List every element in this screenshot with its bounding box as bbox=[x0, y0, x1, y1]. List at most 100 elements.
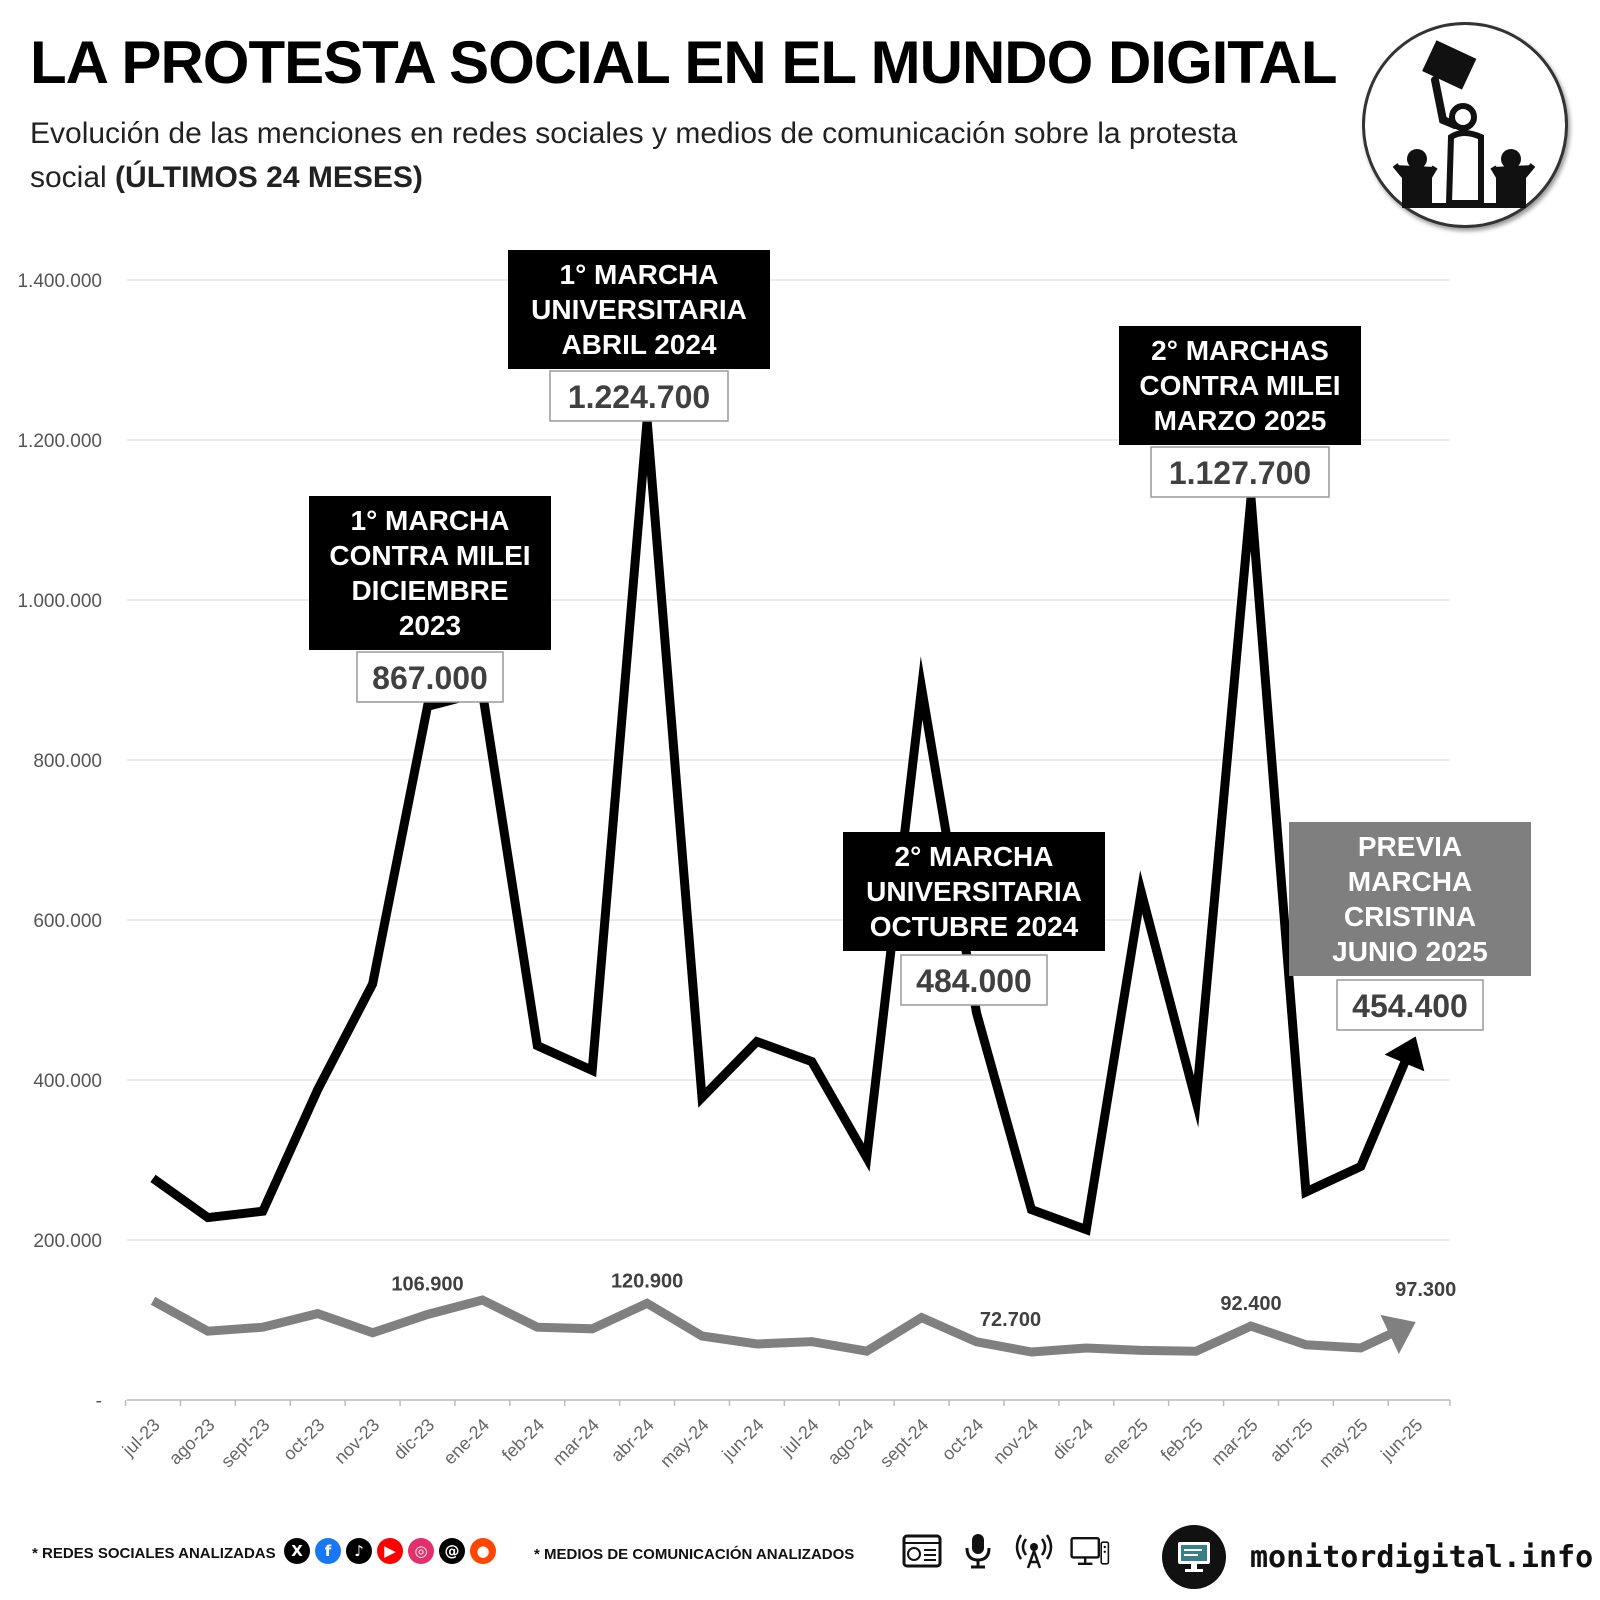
tv-monitor-icon bbox=[1070, 1532, 1110, 1570]
facebook-icon: f bbox=[315, 1538, 341, 1564]
computer-monitor-icon bbox=[1162, 1525, 1226, 1589]
annotation-text: MARZO 2025 bbox=[1154, 405, 1327, 436]
annotation-value: 484.000 bbox=[916, 963, 1032, 999]
x-tick-label: abr-25 bbox=[1266, 1415, 1317, 1466]
annotation-box bbox=[1289, 822, 1531, 976]
annotation-value-box bbox=[900, 954, 1048, 1006]
annotation-text: 1° MARCHA bbox=[560, 259, 719, 290]
x-tick-label: ene-24 bbox=[439, 1415, 493, 1469]
annotation-value-box bbox=[1150, 446, 1330, 498]
y-tick-label: 1.200.000 bbox=[17, 431, 102, 452]
annotation-text: 2° MARCHAS bbox=[1151, 335, 1329, 366]
x-tick-label: sept-24 bbox=[876, 1415, 933, 1472]
annotation-value: 1.127.700 bbox=[1169, 455, 1311, 491]
annotation-value: 1.224.700 bbox=[568, 379, 710, 415]
annotation-text: PREVIA bbox=[1358, 831, 1462, 862]
x-tick-label: nov-23 bbox=[330, 1415, 383, 1468]
annotation-text: DICIEMBRE bbox=[351, 575, 508, 606]
annotation-text: 2° MARCHA bbox=[895, 841, 1054, 872]
y-tick-label: 1.000.000 bbox=[17, 591, 102, 612]
x-tick-label: jun-24 bbox=[717, 1415, 767, 1465]
x-tick-label: oct-24 bbox=[938, 1415, 988, 1465]
x-tick-label: ago-24 bbox=[824, 1415, 878, 1469]
annotation-jun-25: PREVIA MARCHA CRISTINA JUNIO 2025 454.400 bbox=[1289, 822, 1531, 1031]
x-tick-label: nov-24 bbox=[989, 1415, 1042, 1468]
y-tick-label: 800.000 bbox=[33, 751, 102, 772]
x-tick-label: jul-23 bbox=[118, 1415, 164, 1461]
annotation-mar-25: 2° MARCHAS CONTRA MILEI MARZO 2025 1.127.70… bbox=[1119, 326, 1361, 498]
annotation-text: ABRIL 2024 bbox=[561, 329, 717, 360]
y-tick-label: 200.000 bbox=[33, 1231, 102, 1252]
x-tick-label: mar-25 bbox=[1207, 1415, 1261, 1469]
page-subtitle: Evolución de las menciones en redes soci… bbox=[30, 112, 1290, 200]
annotation-text: 2023 bbox=[399, 610, 461, 641]
newspaper-icon bbox=[902, 1532, 942, 1570]
tiktok-icon: ♪ bbox=[346, 1538, 372, 1564]
annotation-abr-24: 1° MARCHA UNIVERSITARIA ABRIL 2024 1.224.70… bbox=[508, 250, 770, 422]
subtitle-text: Evolución de las menciones en redes soci… bbox=[30, 117, 1238, 194]
youtube-icon: ▶ bbox=[377, 1538, 403, 1564]
x-icon: X bbox=[284, 1538, 310, 1564]
series-medios-line bbox=[150, 1295, 1397, 1357]
x-tick-label: jul-24 bbox=[777, 1415, 823, 1461]
annotation-text: MARCHA bbox=[1348, 866, 1472, 897]
x-tick-label: dic-24 bbox=[1048, 1415, 1097, 1464]
x-tick-label: dic-23 bbox=[390, 1415, 439, 1464]
annotation-text: CONTRA MILEI bbox=[1139, 370, 1340, 401]
radio-antenna-icon bbox=[1014, 1532, 1054, 1570]
annotation-text: UNIVERSITARIA bbox=[866, 876, 1082, 907]
x-tick-label: ago-23 bbox=[165, 1415, 219, 1469]
annotation-value: 867.000 bbox=[372, 660, 488, 696]
annotation-box bbox=[1119, 326, 1361, 445]
x-tick-label: feb-24 bbox=[498, 1415, 548, 1465]
brand-link[interactable]: monitordigital.info bbox=[1250, 1540, 1594, 1575]
annotation-value-box bbox=[549, 370, 729, 422]
line-chart: - 200.000 400.000 600.000 800.000 1.000.000 1.… bbox=[17, 250, 1531, 1472]
annotation-value: 454.400 bbox=[1352, 988, 1468, 1024]
x-tick-label: mar-24 bbox=[549, 1415, 603, 1469]
microphone-icon bbox=[958, 1532, 998, 1570]
y-tick-label: 400.000 bbox=[33, 1071, 102, 1092]
series-redes-line bbox=[150, 419, 1411, 1236]
annotation-text: CONTRA MILEI bbox=[329, 540, 530, 571]
annotation-box bbox=[843, 832, 1105, 951]
data-label-medios: 72.700 bbox=[980, 1309, 1041, 1331]
y-tick-label: 1.400.000 bbox=[17, 271, 102, 292]
data-label-medios: 106.900 bbox=[391, 1273, 463, 1295]
data-label-medios: 97.300 bbox=[1395, 1279, 1456, 1301]
y-tick-label: 600.000 bbox=[33, 911, 102, 932]
x-tick-label: sept-23 bbox=[217, 1415, 274, 1472]
annotation-box bbox=[309, 496, 551, 650]
data-label-medios: 120.900 bbox=[611, 1270, 683, 1292]
x-tick-label: feb-25 bbox=[1157, 1415, 1207, 1465]
annotation-box bbox=[508, 250, 770, 369]
social-networks-label: * REDES SOCIALES ANALIZADAS bbox=[32, 1545, 276, 1562]
annotation-dic-23: 1° MARCHA CONTRA MILEI DICIEMBRE 2023 867.00… bbox=[309, 496, 551, 703]
annotation-text: UNIVERSITARIA bbox=[531, 294, 747, 325]
subtitle-period: (ÚLTIMOS 24 MESES) bbox=[115, 161, 423, 194]
x-tick-label: may-24 bbox=[656, 1415, 713, 1472]
instagram-icon: ◎ bbox=[408, 1538, 434, 1564]
x-tick-label: jun-25 bbox=[1376, 1415, 1426, 1465]
annotation-oct-24: 2° MARCHA UNIVERSITARIA OCTUBRE 2024 484.00… bbox=[843, 832, 1105, 1006]
page-title: LA PROTESTA SOCIAL EN EL MUNDO DIGITAL bbox=[30, 29, 1337, 96]
x-tick-label: oct-23 bbox=[279, 1415, 329, 1465]
series-medios-line-arrow bbox=[1380, 1314, 1416, 1354]
media-label: * MEDIOS DE COMUNICACIÓN ANALIZADOS bbox=[534, 1546, 855, 1563]
annotation-text: 1° MARCHA bbox=[351, 505, 510, 536]
x-tick-label: abr-24 bbox=[607, 1415, 658, 1466]
x-tick-label: ene-25 bbox=[1098, 1415, 1152, 1469]
data-label-medios: 92.400 bbox=[1220, 1293, 1281, 1315]
annotation-text: CRISTINA bbox=[1344, 901, 1476, 932]
series-redes-line-arrow bbox=[1384, 1036, 1425, 1072]
annotation-value-box bbox=[356, 651, 504, 703]
annotation-text: JUNIO 2025 bbox=[1332, 936, 1488, 967]
reddit-icon: ● bbox=[470, 1538, 496, 1564]
media-icons-row bbox=[902, 1532, 1110, 1570]
protest-crowd-icon bbox=[1362, 22, 1568, 228]
x-tick-label: may-25 bbox=[1315, 1415, 1372, 1472]
y-tick-label: - bbox=[96, 1391, 102, 1412]
annotation-value-box bbox=[1336, 979, 1484, 1031]
annotation-text: OCTUBRE 2024 bbox=[870, 911, 1079, 942]
